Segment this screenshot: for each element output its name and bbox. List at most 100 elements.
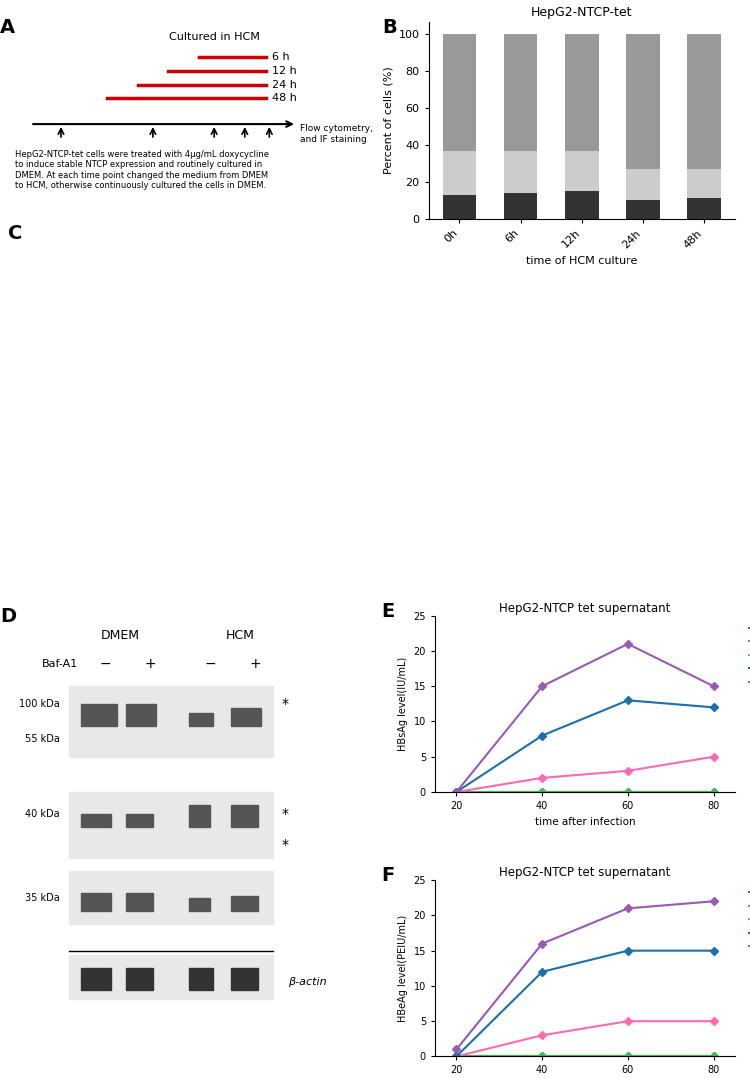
NC bbox=[538, 1050, 547, 1063]
Bar bbox=[81, 814, 111, 827]
Text: 24h: 24h bbox=[226, 415, 247, 426]
Line: HCM MOI=200: HCM MOI=200 bbox=[454, 754, 716, 794]
Text: Flow cytometry,
and IF staining: Flow cytometry, and IF staining bbox=[300, 124, 373, 143]
Text: B: B bbox=[382, 17, 398, 37]
DMEM MOI=200 bbox=[538, 786, 547, 799]
Text: HepG2-NTCP-tet cells were treated with 4μg/mL doxycycline
to induce stable NTCP : HepG2-NTCP-tet cells were treated with 4… bbox=[15, 150, 269, 190]
Text: 6h: 6h bbox=[475, 239, 489, 250]
Bar bbox=[231, 805, 258, 827]
Text: 0    μm   100: 0 μm 100 bbox=[352, 392, 398, 398]
Line: DMEM MOI=500: DMEM MOI=500 bbox=[454, 948, 716, 1060]
HCM MOI=500 bbox=[538, 680, 547, 693]
Text: A: A bbox=[0, 17, 15, 37]
Text: C: C bbox=[8, 224, 22, 244]
Line: HCM MOI=200: HCM MOI=200 bbox=[454, 1019, 716, 1060]
Text: 0    μm   100: 0 μm 100 bbox=[111, 568, 156, 573]
Title: HepG2-NTCP tet supernatant: HepG2-NTCP tet supernatant bbox=[500, 602, 670, 614]
Text: 48h: 48h bbox=[467, 415, 489, 426]
HCM MOI=200 bbox=[709, 750, 718, 763]
HCM MOI=200 bbox=[538, 772, 547, 785]
Y-axis label: HBsAg level(IU/mL): HBsAg level(IU/mL) bbox=[398, 657, 408, 751]
NC bbox=[709, 786, 718, 799]
Text: +: + bbox=[144, 658, 156, 672]
Text: F: F bbox=[381, 866, 394, 885]
Bar bbox=[688, 169, 721, 198]
Text: −: − bbox=[99, 658, 111, 672]
Text: β-actin: β-actin bbox=[288, 977, 327, 986]
Bar bbox=[626, 169, 660, 201]
Bar bbox=[126, 704, 156, 725]
Text: 0    μm   100: 0 μm 100 bbox=[111, 392, 156, 398]
Bar bbox=[231, 968, 258, 991]
Text: 12h: 12h bbox=[709, 239, 730, 250]
Text: 0    μm   100: 0 μm 100 bbox=[594, 392, 639, 398]
Bar bbox=[504, 193, 538, 219]
Text: +: + bbox=[249, 658, 261, 672]
Bar bbox=[231, 708, 261, 725]
Line: DMEM MOI=500: DMEM MOI=500 bbox=[454, 697, 716, 794]
Text: *: * bbox=[281, 807, 289, 821]
Legend: NC, DMEM MOI=200, HCM MOI=200, DMEM MOI=500, HCM MOI=500: NC, DMEM MOI=200, HCM MOI=200, DMEM MOI=… bbox=[746, 885, 750, 955]
Bar bbox=[626, 201, 660, 219]
Line: DMEM MOI=200: DMEM MOI=200 bbox=[454, 789, 716, 794]
Bar bbox=[189, 898, 210, 911]
HCM MOI=500 bbox=[623, 637, 632, 650]
Title: HepG2-NTCP-tet: HepG2-NTCP-tet bbox=[531, 6, 632, 19]
Bar bbox=[565, 34, 598, 151]
Text: 6 h: 6 h bbox=[272, 52, 290, 63]
Bar bbox=[126, 968, 153, 991]
Bar bbox=[628, 432, 723, 527]
HCM MOI=500 bbox=[709, 895, 718, 908]
Text: 0    μm   100: 0 μm 100 bbox=[594, 568, 639, 573]
NC bbox=[538, 786, 547, 799]
NC bbox=[709, 1050, 718, 1063]
Text: 100 kDa: 100 kDa bbox=[20, 699, 60, 709]
Bar bbox=[189, 968, 213, 991]
Bar bbox=[504, 151, 538, 193]
Line: HCM MOI=500: HCM MOI=500 bbox=[454, 641, 716, 794]
DMEM MOI=500 bbox=[709, 701, 718, 714]
Bar bbox=[146, 257, 240, 351]
Bar bbox=[231, 896, 258, 911]
Bar bbox=[504, 34, 538, 151]
Text: 12 h: 12 h bbox=[272, 66, 297, 75]
Text: 0    μm   100: 0 μm 100 bbox=[352, 568, 398, 573]
Text: 40 kDa: 40 kDa bbox=[26, 808, 60, 819]
Bar bbox=[387, 432, 482, 527]
Text: 48 h: 48 h bbox=[272, 94, 297, 103]
Title: HepG2-NTCP tet supernatant: HepG2-NTCP tet supernatant bbox=[500, 866, 670, 879]
Bar bbox=[69, 871, 273, 924]
Text: D: D bbox=[0, 607, 16, 626]
DMEM MOI=500 bbox=[623, 944, 632, 957]
Bar bbox=[688, 34, 721, 169]
Text: 55 kDa: 55 kDa bbox=[26, 734, 60, 744]
NC bbox=[623, 1050, 632, 1063]
NC bbox=[452, 1050, 461, 1063]
Bar bbox=[189, 805, 210, 827]
HCM MOI=500 bbox=[623, 902, 632, 915]
DMEM MOI=200 bbox=[538, 1050, 547, 1063]
Bar bbox=[565, 151, 598, 191]
HCM MOI=500 bbox=[709, 680, 718, 693]
Bar bbox=[442, 195, 476, 219]
Line: DMEM MOI=200: DMEM MOI=200 bbox=[454, 1053, 716, 1060]
HCM MOI=200 bbox=[452, 786, 461, 799]
Text: 24 h: 24 h bbox=[272, 80, 297, 89]
Bar bbox=[387, 257, 482, 351]
Bar bbox=[189, 713, 213, 725]
Legend: NC, DMEM MOI=200, HCM MOI=200, DMEM MOI=500, HCM MOI=500: NC, DMEM MOI=200, HCM MOI=200, DMEM MOI=… bbox=[746, 620, 750, 691]
DMEM MOI=500 bbox=[538, 729, 547, 742]
HCM MOI=200 bbox=[623, 764, 632, 777]
Line: HCM MOI=500: HCM MOI=500 bbox=[454, 899, 716, 1052]
Text: Baf-A1: Baf-A1 bbox=[42, 659, 78, 669]
Text: DMEM: DMEM bbox=[100, 628, 140, 641]
DMEM MOI=500 bbox=[538, 966, 547, 979]
DMEM MOI=200 bbox=[452, 1050, 461, 1063]
Bar bbox=[69, 955, 273, 999]
Text: 0h: 0h bbox=[233, 239, 247, 250]
HCM MOI=200 bbox=[538, 1028, 547, 1041]
Bar bbox=[442, 34, 476, 151]
DMEM MOI=500 bbox=[452, 786, 461, 799]
Bar bbox=[146, 432, 240, 527]
DMEM MOI=200 bbox=[709, 786, 718, 799]
